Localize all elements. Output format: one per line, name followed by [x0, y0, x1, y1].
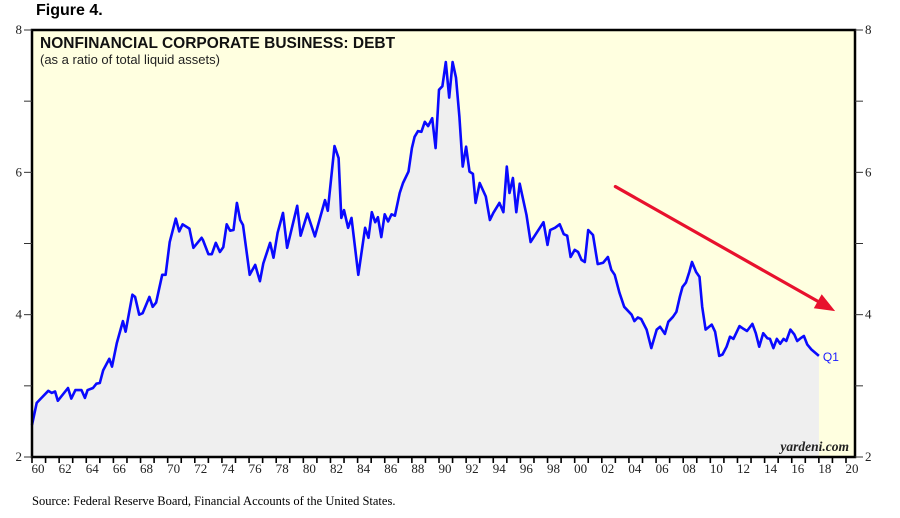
trend-arrow — [613, 184, 836, 312]
x-tick-label: 94 — [493, 461, 507, 476]
x-tick-label: 16 — [791, 461, 805, 476]
x-tick-label: 74 — [221, 461, 235, 476]
x-tick-label: 88 — [411, 461, 424, 476]
series-area-fill — [32, 62, 819, 457]
x-tick-label: 96 — [520, 461, 534, 476]
x-tick-label: 98 — [547, 461, 560, 476]
x-tick-label: 06 — [656, 461, 670, 476]
watermark: yardeni.com — [778, 439, 849, 454]
x-tick-label: 72 — [194, 461, 207, 476]
x-tick-label: 68 — [140, 461, 153, 476]
y-tick-label-right: 6 — [865, 164, 872, 179]
y-tick-label-left: 2 — [16, 449, 23, 464]
x-tick-label: 20 — [846, 461, 859, 476]
x-tick-label: 92 — [466, 461, 479, 476]
figure-label: Figure 4. — [36, 2, 103, 19]
x-tick-label: 82 — [330, 461, 343, 476]
x-axis: 60 62 64 66 68 70 72 74 76 78 80 82 84 86 88 90 92 94 96 98… — [31, 457, 859, 476]
series-line — [30, 60, 820, 426]
y-tick-label-left: 6 — [16, 164, 23, 179]
x-tick-label: 76 — [249, 461, 263, 476]
x-tick-label: 70 — [167, 461, 180, 476]
y-tick-label-left: 8 — [16, 22, 23, 37]
trend-arrow-shaft — [613, 184, 820, 303]
end-point-label: Q1 — [823, 350, 839, 364]
x-tick-label: 78 — [276, 461, 289, 476]
x-tick-label: 12 — [737, 461, 750, 476]
chart-title: NONFINANCIAL CORPORATE BUSINESS: DEBT — [40, 35, 396, 52]
x-tick-label: 66 — [113, 461, 127, 476]
x-tick-label: 64 — [86, 461, 100, 476]
x-tick-label: 18 — [818, 461, 831, 476]
x-tick-label: 62 — [59, 461, 72, 476]
x-tick-label: 04 — [628, 461, 642, 476]
x-tick-label: 86 — [384, 461, 398, 476]
source-note: Source: Federal Reserve Board, Financial… — [32, 494, 396, 508]
y-tick-label-right: 8 — [865, 22, 872, 37]
x-tick-label: 00 — [574, 461, 587, 476]
x-tick-label: 02 — [601, 461, 614, 476]
x-tick-label: 10 — [710, 461, 723, 476]
y-tick-label-right: 2 — [865, 449, 872, 464]
x-tick-label: 90 — [439, 461, 452, 476]
x-tick-label: 84 — [357, 461, 371, 476]
x-tick-label: 08 — [683, 461, 696, 476]
y-axis-left: 2 4 6 8 — [16, 22, 32, 464]
y-tick-label-left: 4 — [16, 307, 23, 322]
x-tick-label: 80 — [303, 461, 316, 476]
x-tick-label: 60 — [32, 461, 45, 476]
y-tick-label-right: 4 — [865, 307, 872, 322]
y-axis-right: 2 4 6 8 — [855, 22, 872, 464]
trend-arrow-head — [813, 294, 836, 312]
x-tick-label: 14 — [764, 461, 778, 476]
chart-subtitle: (as a ratio of total liquid assets) — [40, 52, 220, 67]
